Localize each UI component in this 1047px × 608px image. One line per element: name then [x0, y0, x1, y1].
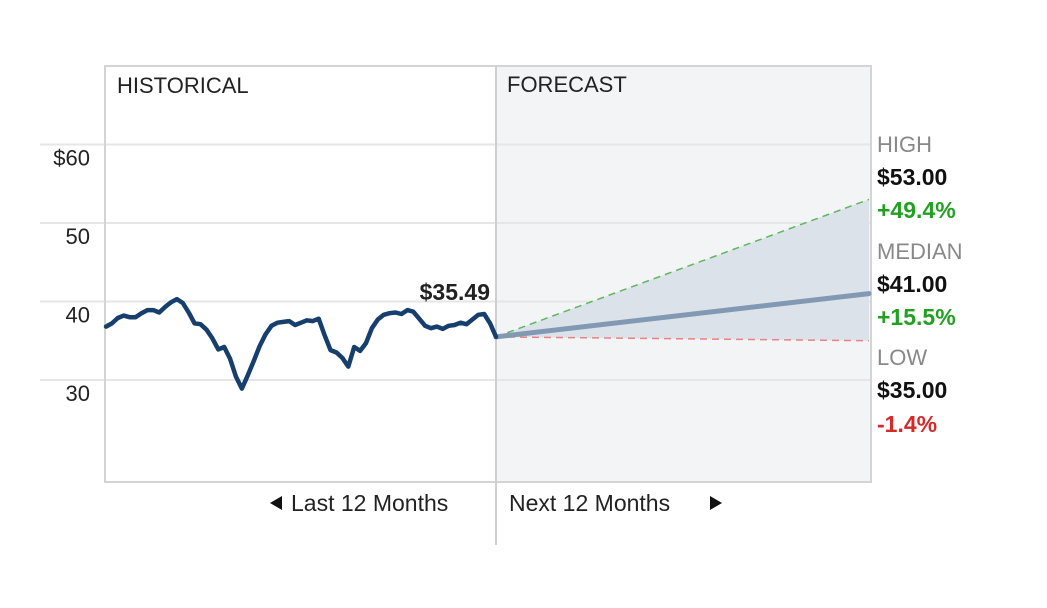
- y-axis-labels: $60 50 40 30: [53, 145, 90, 405]
- last-12-months-label: Last 12 Months: [291, 490, 448, 516]
- y-tick-label-0: $60: [53, 145, 90, 170]
- y-tick-label-2: 40: [66, 302, 90, 327]
- median-change: +15.5%: [877, 304, 956, 330]
- forecast-heading: FORECAST: [507, 72, 627, 97]
- high-value: $53.00: [877, 164, 947, 190]
- y-tick-label-3: 30: [66, 381, 90, 406]
- right-arrow-icon: [710, 496, 722, 510]
- forecast-median-line: [493, 291, 872, 340]
- high-caption: HIGH: [877, 132, 932, 157]
- historical-price-line: [103, 296, 499, 391]
- next-12-months-label: Next 12 Months: [509, 490, 670, 516]
- median-value: $41.00: [877, 271, 947, 297]
- left-arrow-icon: [270, 496, 282, 510]
- low-caption: LOW: [877, 345, 927, 370]
- low-change: -1.4%: [877, 411, 937, 437]
- median-caption: MEDIAN: [877, 239, 963, 264]
- plot-frame: [104, 65, 872, 483]
- historical-heading: HISTORICAL: [117, 73, 249, 98]
- y-tick-label-1: 50: [66, 224, 90, 249]
- low-value: $35.00: [877, 377, 947, 403]
- forecast-high-line: [495, 198, 870, 338]
- forecast-low-line: [495, 336, 870, 342]
- last-price-label: $35.49: [420, 279, 490, 305]
- high-change: +49.4%: [877, 197, 956, 223]
